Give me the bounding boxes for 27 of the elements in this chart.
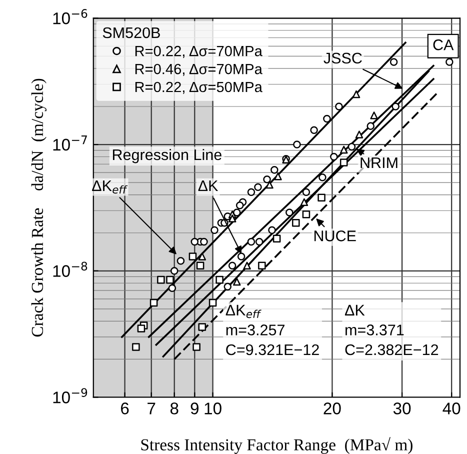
y-tick-label: 10$^{−7}$: [53, 136, 87, 151]
x-tick-label: 7: [148, 402, 156, 414]
annotation: ΔK$_{eff}$: [92, 180, 128, 194]
x-tick-label: 6: [121, 402, 129, 414]
legend-label: R=0.22, Δσ=70MPa: [135, 46, 262, 58]
y-tick-label: 10$^{−8}$: [53, 262, 88, 277]
legend-label: R=0.22, Δσ=50MPa: [135, 82, 262, 94]
y-tick-label: 10$^{−6}$: [53, 9, 88, 24]
annotation: NRIM: [360, 157, 398, 168]
annotation: ΔK m=3.371 C=2.382E−12: [344, 304, 438, 356]
legend-title: SM520B: [102, 27, 160, 38]
x-tick-label: 10: [204, 402, 222, 414]
x-tick-label: 40: [442, 402, 460, 414]
annotation: ΔK$_{eff}$ m=3.257 C=9.321E−12: [226, 304, 319, 356]
annotation: CA: [433, 39, 454, 50]
y-axis-title: Crack Growth Rate da/dN (m/cycle): [31, 78, 46, 337]
annotation: NUCE: [314, 230, 356, 242]
y-tick-label: 10$^{−9}$: [53, 388, 88, 404]
x-tick-label: 9: [190, 402, 198, 414]
x-tick-label: 20: [324, 402, 341, 414]
annotation: JSSC: [324, 52, 362, 64]
x-axis-title: Stress Intensity Factor Range (MPa√ m): [141, 437, 412, 454]
legend-label: R=0.46, Δσ=70MPa: [135, 64, 262, 76]
x-tick-label: 30: [393, 402, 411, 414]
annotation: Regression Line: [112, 148, 222, 164]
x-tick-label: 8: [170, 402, 178, 414]
annotation: ΔK: [198, 180, 218, 191]
